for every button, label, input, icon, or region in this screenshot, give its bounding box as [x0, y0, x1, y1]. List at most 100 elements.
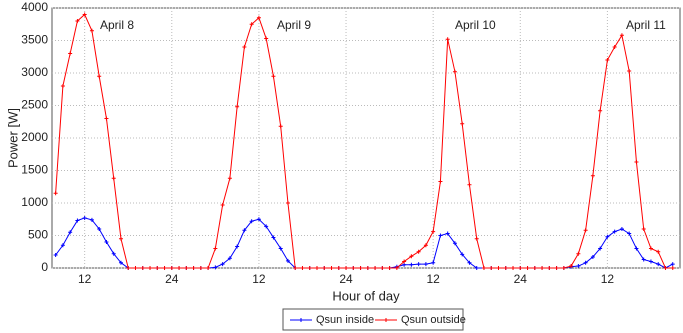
point-marker — [612, 45, 617, 49]
point-marker — [423, 243, 428, 248]
point-marker — [177, 266, 182, 270]
point-marker — [191, 266, 196, 270]
point-marker — [111, 251, 116, 256]
point-marker — [525, 266, 530, 270]
point-marker — [380, 266, 385, 270]
annotation: April 10 — [455, 18, 496, 32]
point-marker — [75, 218, 80, 223]
x-tick-label: 24 — [339, 272, 353, 286]
point-marker — [663, 266, 668, 270]
point-marker — [394, 266, 399, 270]
point-marker — [481, 266, 486, 270]
point-marker — [307, 266, 312, 270]
point-marker — [474, 266, 479, 270]
point-marker — [438, 233, 443, 238]
x-axis-label: Hour of day — [332, 288, 400, 303]
point-marker — [431, 260, 436, 265]
series-line — [55, 13, 673, 269]
series-line — [55, 217, 673, 269]
point-marker — [148, 266, 153, 270]
point-marker — [60, 243, 65, 248]
point-marker — [598, 246, 603, 251]
point-marker — [576, 251, 581, 256]
point-marker — [547, 266, 552, 270]
point-marker — [82, 215, 87, 220]
point-marker — [242, 45, 247, 49]
point-marker — [235, 244, 240, 249]
y-tick-label: 0 — [41, 260, 48, 274]
point-marker — [206, 266, 211, 270]
point-marker — [634, 246, 639, 251]
point-marker — [68, 51, 73, 56]
point-marker — [445, 37, 450, 42]
point-marker — [256, 217, 261, 222]
point-marker — [285, 201, 290, 205]
point-marker — [235, 104, 240, 109]
point-marker — [104, 116, 109, 121]
y-tick-label: 1000 — [21, 195, 48, 209]
point-marker — [242, 228, 247, 233]
point-marker — [314, 266, 319, 270]
point-marker — [285, 258, 290, 263]
point-marker — [576, 264, 581, 269]
point-marker — [641, 227, 646, 231]
point-marker — [598, 108, 603, 113]
point-marker — [213, 265, 218, 270]
legend-label: Qsun outside — [401, 314, 466, 326]
point-marker — [518, 266, 523, 270]
point-marker — [460, 121, 465, 126]
point-marker — [111, 176, 116, 181]
point-marker — [634, 160, 639, 165]
point-marker — [627, 231, 632, 236]
point-marker — [278, 246, 283, 251]
y-tick-label: 1500 — [21, 163, 48, 177]
point-marker — [184, 266, 189, 270]
point-marker — [220, 262, 225, 267]
point-marker — [590, 173, 595, 178]
point-marker — [271, 74, 276, 79]
point-marker — [97, 74, 102, 79]
point-marker — [445, 231, 450, 236]
point-marker — [358, 266, 363, 270]
point-marker — [416, 249, 421, 254]
y-tick-label: 3000 — [21, 65, 48, 79]
point-marker — [249, 219, 254, 224]
point-marker — [220, 202, 225, 207]
point-marker — [162, 266, 167, 270]
point-marker — [511, 266, 516, 270]
point-marker — [612, 229, 617, 234]
legend-box — [282, 308, 464, 331]
point-marker — [249, 22, 254, 27]
annotation: April 11 — [626, 18, 666, 32]
point-marker — [227, 256, 232, 261]
x-tick-label: 12 — [426, 272, 440, 286]
point-marker — [605, 58, 610, 62]
point-marker — [293, 266, 298, 270]
point-marker — [670, 266, 675, 270]
point-marker — [365, 266, 370, 270]
point-marker — [583, 228, 588, 233]
point-marker — [118, 260, 123, 265]
point-marker — [89, 217, 94, 222]
point-marker — [409, 254, 414, 259]
point-marker — [423, 262, 428, 267]
point-marker — [590, 254, 595, 259]
point-marker — [322, 266, 327, 270]
legend-label: Qsun inside — [316, 314, 374, 326]
point-marker — [329, 266, 334, 270]
point-marker — [264, 36, 269, 41]
point-marker — [627, 69, 632, 74]
point-marker — [496, 266, 501, 270]
y-tick-label: 3500 — [21, 33, 48, 47]
y-axis-label: Power [W] — [5, 108, 20, 168]
annotation: April 9 — [277, 18, 311, 32]
point-marker — [605, 234, 610, 239]
point-marker — [82, 12, 87, 17]
x-tick-label: 12 — [78, 272, 92, 286]
point-marker — [118, 236, 123, 241]
point-marker — [467, 260, 472, 265]
point-marker — [53, 191, 58, 196]
point-marker — [126, 266, 131, 270]
point-marker — [641, 257, 646, 262]
